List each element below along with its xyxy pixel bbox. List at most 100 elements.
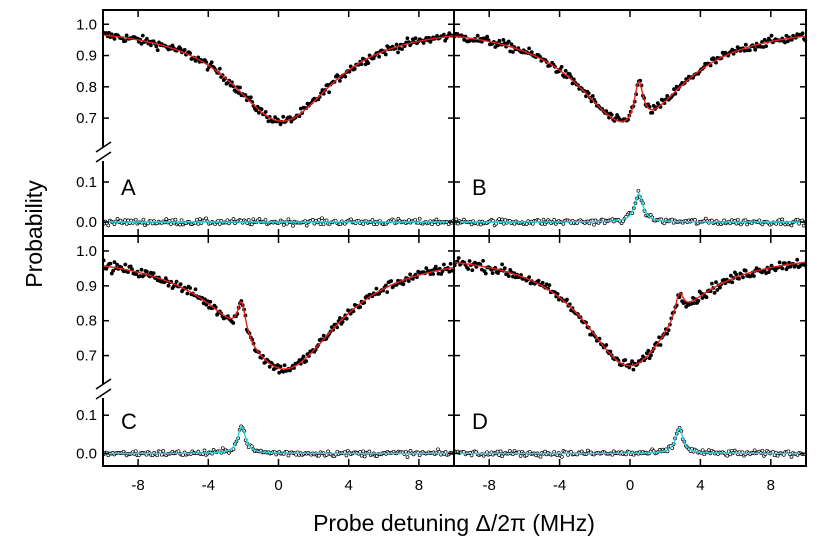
- x-tick-label: -4: [553, 477, 566, 494]
- fit-line-lower: [103, 425, 454, 455]
- data-point: [789, 455, 794, 459]
- data-point: [106, 223, 111, 228]
- data-point: [317, 218, 321, 222]
- data-point: [567, 72, 572, 76]
- data-point: [442, 262, 446, 267]
- data-point: [185, 291, 190, 296]
- data-point: [133, 449, 138, 454]
- upper-points-d: [452, 256, 808, 372]
- data-point: [359, 453, 364, 458]
- data-point: [650, 110, 655, 115]
- data-point: [789, 223, 794, 228]
- data-point: [231, 217, 236, 221]
- data-point: [710, 281, 714, 286]
- data-point: [238, 85, 242, 90]
- data-point: [205, 67, 210, 72]
- data-point: [495, 449, 500, 454]
- data-point: [641, 354, 645, 359]
- data-point: [273, 115, 277, 119]
- data-point: [609, 112, 614, 117]
- data-point: [672, 87, 676, 92]
- data-point: [483, 271, 488, 276]
- data-point: [188, 51, 193, 56]
- data-point: [421, 41, 426, 45]
- data-point: [590, 94, 595, 98]
- data-point: [730, 280, 735, 285]
- data-point: [362, 454, 367, 459]
- data-point: [543, 449, 547, 454]
- data-point: [753, 47, 758, 52]
- x-tick-label: 8: [767, 477, 775, 494]
- data-point: [481, 258, 485, 263]
- data-point: [563, 68, 568, 73]
- axis-break-mark: [95, 151, 112, 163]
- data-point: [785, 39, 790, 44]
- panel-label-a: A: [121, 175, 136, 200]
- data-point: [530, 221, 535, 226]
- data-point: [623, 358, 628, 362]
- data-point: [155, 48, 160, 53]
- data-point: [344, 453, 349, 458]
- data-point: [604, 343, 609, 347]
- data-point: [502, 266, 507, 271]
- fit-line-lower: [454, 193, 806, 223]
- data-point: [220, 446, 225, 451]
- data-point: [725, 453, 730, 458]
- data-point: [454, 217, 459, 222]
- data-point: [780, 217, 785, 222]
- data-point: [204, 216, 208, 221]
- data-point: [231, 321, 236, 325]
- data-point: [469, 222, 474, 227]
- data-point: [349, 217, 353, 222]
- data-point: [182, 48, 187, 52]
- data-point: [752, 274, 756, 278]
- data-point: [559, 65, 564, 69]
- data-point: [696, 299, 701, 303]
- data-point: [217, 222, 222, 226]
- data-point: [630, 359, 634, 363]
- data-point: [248, 95, 253, 100]
- data-point: [193, 287, 198, 292]
- y-tick-label: 1.0: [76, 16, 97, 33]
- data-point: [104, 31, 109, 35]
- data-point: [254, 108, 259, 113]
- data-point: [389, 279, 394, 283]
- data-point: [795, 257, 800, 262]
- data-point: [112, 37, 117, 41]
- data-point: [383, 283, 388, 288]
- data-point: [359, 62, 364, 66]
- panel-label-c: C: [121, 409, 137, 434]
- x-tick-label: -4: [202, 477, 215, 494]
- data-point: [204, 302, 209, 307]
- data-point: [467, 259, 472, 263]
- x-tick-label: 0: [626, 477, 634, 494]
- data-point: [140, 33, 145, 38]
- data-point: [760, 448, 765, 453]
- data-point: [466, 267, 471, 271]
- data-point: [358, 305, 363, 309]
- data-point: [786, 449, 791, 454]
- data-point: [783, 261, 787, 266]
- data-point: [400, 47, 404, 51]
- data-point: [777, 260, 782, 265]
- data-point: [225, 218, 230, 223]
- panel-a: A: [101, 30, 456, 228]
- data-point: [434, 217, 439, 222]
- data-point: [318, 222, 323, 226]
- data-point: [536, 278, 541, 283]
- data-point: [758, 44, 763, 49]
- panel-d: D: [452, 256, 808, 459]
- data-point: [498, 449, 503, 454]
- data-point: [692, 301, 697, 305]
- data-point: [734, 272, 739, 277]
- data-point: [636, 188, 641, 193]
- fit-line-upper: [454, 261, 807, 367]
- x-tick-label: 4: [345, 477, 353, 494]
- data-point: [286, 453, 291, 458]
- data-point: [485, 34, 490, 39]
- data-point: [139, 41, 144, 46]
- data-point: [408, 272, 412, 277]
- data-point: [552, 218, 557, 222]
- data-point: [188, 286, 193, 290]
- data-point: [170, 43, 175, 48]
